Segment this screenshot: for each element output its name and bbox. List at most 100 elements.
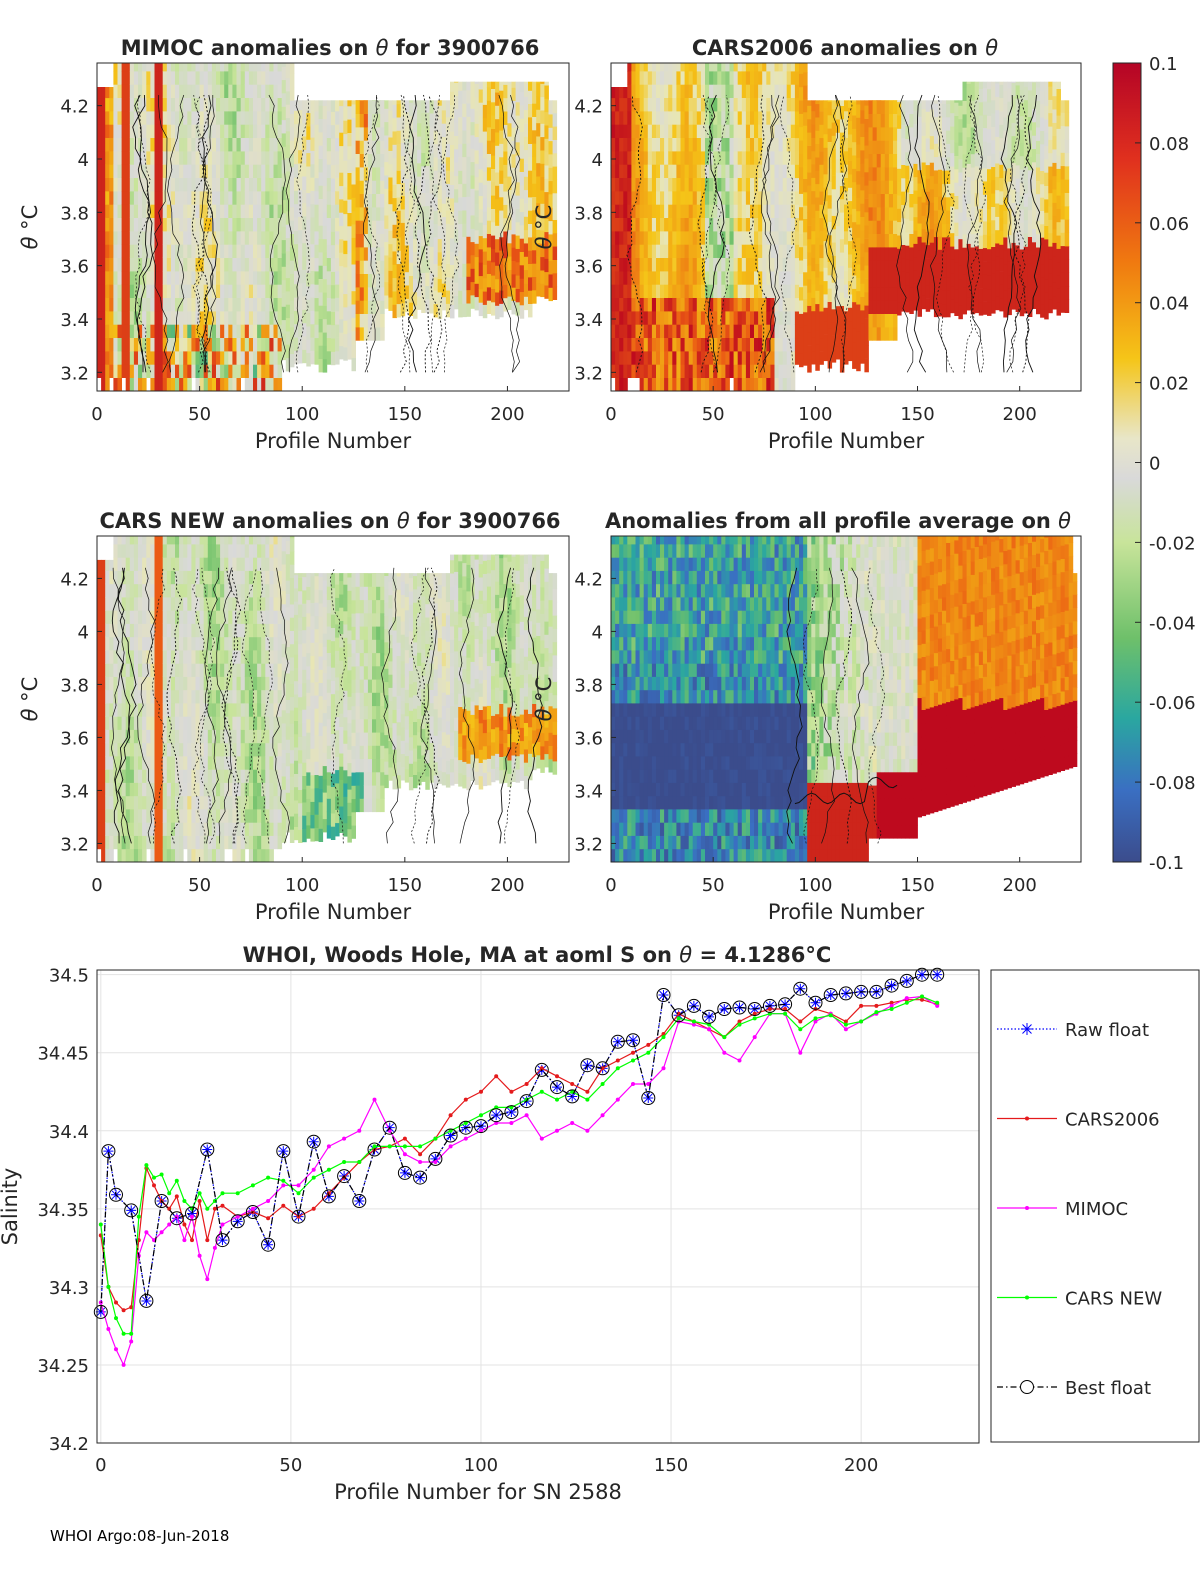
heatmap-cell (113, 703, 118, 717)
heatmap-cell (897, 261, 902, 276)
heatmap-cell (109, 191, 114, 205)
heatmap-cell (615, 231, 620, 245)
heatmap-cell (631, 164, 636, 178)
heatmap-cell (187, 271, 192, 285)
heatmap-cell (1019, 222, 1025, 237)
heatmap-cell (966, 296, 972, 311)
heatmap-cell (158, 63, 164, 72)
heatmap-cell (261, 204, 266, 218)
heatmap-cell (897, 128, 902, 143)
heatmap-cell (326, 217, 332, 232)
heatmap-cell (166, 337, 172, 352)
heatmap-cell (1032, 175, 1037, 189)
heatmap-cell (351, 317, 356, 332)
heatmap-cell (823, 334, 828, 348)
heatmap-cell (306, 339, 311, 354)
heatmap-cell (109, 124, 114, 138)
heatmap-cell (376, 180, 381, 194)
heatmap-cell (121, 244, 127, 258)
heatmap-cell (962, 127, 967, 141)
heatmap-cell (987, 88, 992, 103)
heatmap-cell (158, 204, 164, 218)
heatmap-cell (950, 299, 955, 314)
heatmap-cell (220, 164, 225, 178)
heatmap-cell (343, 213, 348, 228)
heatmap-cell (154, 97, 159, 112)
heatmap-cell (408, 195, 414, 210)
heatmap-cell (261, 324, 266, 338)
heatmap-cell (105, 822, 110, 836)
heatmap-cell (1056, 221, 1061, 236)
heatmap-cell (257, 351, 262, 365)
heatmap-cell (803, 338, 808, 353)
heatmap-cell (105, 689, 110, 704)
heatmap-cell (888, 193, 894, 208)
heatmap-cell (978, 168, 984, 183)
heatmap-cell (318, 212, 324, 226)
heatmap-cell (507, 109, 512, 124)
heatmap-cell (384, 135, 389, 149)
heatmap-cell (680, 324, 685, 338)
heatmap-cell (150, 71, 155, 85)
heatmap-cell (750, 257, 755, 272)
heatmap-cell (330, 258, 336, 272)
heatmap-cell (729, 324, 734, 338)
heatmap-cell (623, 351, 628, 365)
heatmap-cell (647, 244, 653, 258)
heatmap-cell (946, 210, 951, 224)
heatmap-cell (888, 300, 894, 314)
heatmap-cell (778, 324, 784, 338)
heatmap-cell (154, 164, 159, 178)
heatmap-cell (306, 312, 311, 327)
heatmap-cell (1032, 202, 1037, 216)
heatmap-cell (864, 251, 869, 266)
heatmap-cell (138, 217, 143, 232)
heatmap-cell (105, 87, 110, 99)
heatmap-cell (445, 263, 451, 278)
heatmap-cell (277, 97, 283, 112)
heatmap-cell (232, 84, 237, 98)
heatmap-cell (696, 177, 702, 192)
heatmap-cell (380, 180, 385, 194)
heatmap-cell (1044, 239, 1049, 253)
heatmap-cell (1056, 288, 1061, 303)
heatmap-cell (750, 84, 755, 98)
heatmap-cell (257, 204, 262, 218)
heatmap-cell (794, 164, 800, 179)
x-tick-label: 100 (798, 404, 832, 425)
heatmap-cell (511, 154, 516, 168)
heatmap-cell (175, 217, 180, 232)
heatmap-cell (429, 126, 434, 141)
heatmap-cell (265, 311, 270, 325)
heatmap-cell (154, 151, 159, 165)
heatmap-cell (799, 126, 804, 141)
heatmap-cell (207, 97, 213, 112)
heatmap-cell (125, 650, 131, 664)
heatmap-cell (162, 257, 168, 272)
heatmap-cell (125, 676, 131, 691)
heatmap-cell (745, 324, 751, 338)
heatmap-cell (933, 100, 939, 104)
heatmap-cell (211, 351, 217, 365)
heatmap-cell (700, 257, 706, 272)
heatmap-cell (187, 311, 192, 325)
heatmap-cell (462, 236, 467, 251)
heatmap-cell (273, 63, 278, 72)
heatmap-cell (335, 124, 340, 138)
heatmap-cell (150, 177, 155, 192)
heatmap-cell (725, 297, 730, 312)
heatmap-cell (680, 231, 685, 245)
heatmap-cell (220, 231, 225, 245)
heatmap-cell (220, 177, 225, 192)
heatmap-cell (113, 583, 118, 598)
heatmap-cell (717, 177, 722, 192)
contour-lines (626, 94, 1042, 373)
heatmap-cell (733, 311, 739, 325)
heatmap-cell (519, 198, 525, 212)
heatmap-cell (615, 217, 620, 232)
heatmap-cell (635, 97, 640, 112)
heatmap-cell (125, 204, 131, 218)
heatmap-cell (860, 203, 865, 217)
heatmap-cell (995, 229, 1000, 244)
heatmap-cell (195, 84, 200, 98)
